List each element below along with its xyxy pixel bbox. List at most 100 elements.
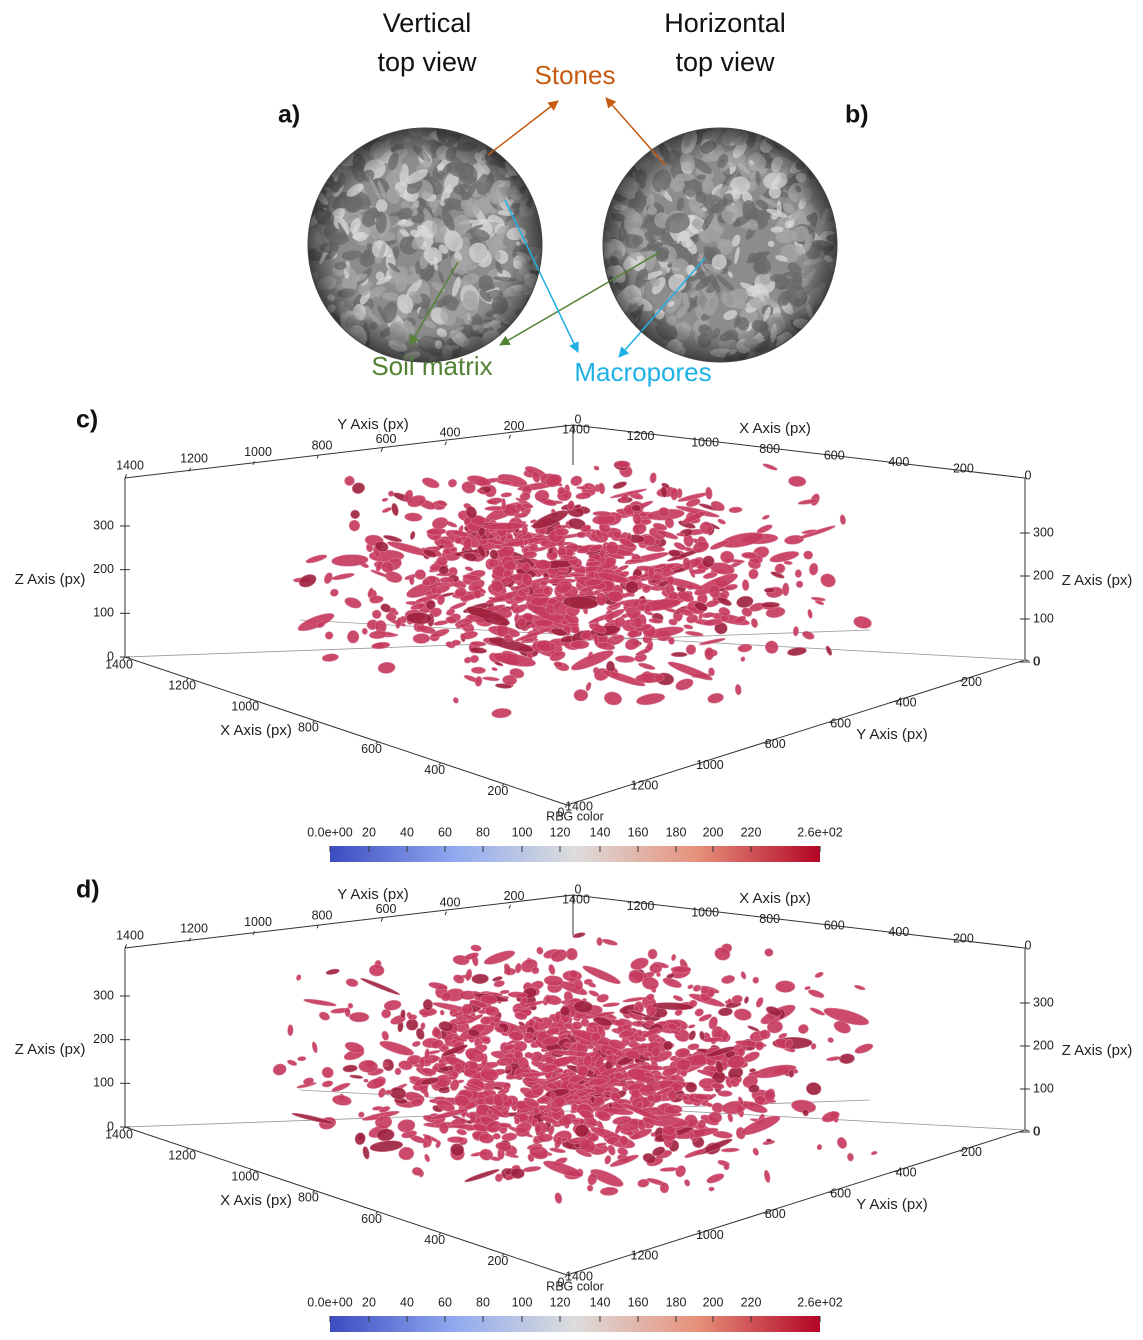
- tick-label: 200: [1033, 1038, 1054, 1052]
- pore: [323, 571, 335, 585]
- pore: [638, 662, 656, 671]
- pore: [683, 1179, 691, 1187]
- axis-title: X Axis (px): [739, 890, 811, 907]
- pore: [586, 1184, 594, 1192]
- pore: [287, 1059, 298, 1067]
- tick-label: 1000: [244, 915, 272, 929]
- pore: [452, 640, 461, 646]
- pore: [503, 561, 516, 571]
- pore: [427, 528, 447, 536]
- pore: [787, 646, 807, 657]
- arrow: [606, 98, 665, 165]
- pore: [649, 472, 657, 483]
- pore: [471, 667, 485, 674]
- tick-label: 1400: [562, 422, 590, 436]
- pore: [362, 628, 368, 635]
- pore: [782, 583, 789, 596]
- tick-label: 300: [1033, 995, 1054, 1009]
- pore: [602, 1002, 619, 1008]
- pore: [752, 977, 759, 984]
- pore: [348, 519, 362, 533]
- axis-title: Z Axis (px): [1062, 572, 1133, 589]
- panel-title: top view: [675, 47, 775, 77]
- pore: [671, 966, 691, 973]
- pore: [487, 497, 503, 505]
- pore: [735, 684, 742, 695]
- pore: [412, 1040, 422, 1047]
- tick-mark: [445, 912, 447, 916]
- pore: [740, 656, 746, 662]
- pore: [612, 480, 627, 490]
- panel-label: c): [76, 406, 98, 434]
- tick-label: 220: [741, 1295, 762, 1309]
- pore: [793, 626, 799, 636]
- pore: [612, 1055, 617, 1061]
- pore: [747, 567, 760, 580]
- pore: [707, 692, 725, 704]
- pore: [311, 1041, 318, 1053]
- pore: [358, 1111, 365, 1118]
- pore: [400, 1009, 405, 1018]
- tick-label: 800: [312, 909, 333, 923]
- tick-label: 0: [107, 1119, 114, 1133]
- pore: [419, 1057, 425, 1068]
- tick-label: 200: [93, 562, 114, 576]
- pore: [636, 691, 666, 706]
- pore: [803, 550, 813, 559]
- panel-title: Vertical: [383, 8, 472, 38]
- pore: [853, 615, 873, 630]
- annotation: Macropores: [574, 357, 711, 387]
- pore: [377, 661, 395, 674]
- pore: [514, 1117, 520, 1124]
- tick-label: 1200: [180, 922, 208, 936]
- tick-mark: [253, 931, 255, 935]
- pore: [687, 1030, 697, 1042]
- vignette: [603, 128, 837, 362]
- pore: [744, 996, 750, 1004]
- tick-mark: [189, 938, 191, 942]
- pore: [555, 528, 569, 536]
- pore: [660, 1167, 678, 1172]
- pore: [305, 553, 328, 565]
- pore: [330, 588, 340, 597]
- tick-label: 1200: [168, 1148, 196, 1162]
- pore: [423, 1153, 430, 1162]
- pore: [737, 643, 752, 653]
- tick-label: 220: [741, 825, 762, 839]
- pore: [733, 1008, 752, 1022]
- tick-label: 1000: [696, 1228, 724, 1242]
- axis-title: X Axis (px): [220, 1192, 292, 1209]
- pore: [764, 588, 775, 593]
- pore: [383, 1062, 389, 1067]
- pore: [347, 630, 359, 643]
- pore: [371, 609, 381, 619]
- tick-label: 1000: [691, 905, 719, 919]
- pore: [358, 1060, 377, 1073]
- tick-label: 600: [830, 1186, 851, 1200]
- pore: [616, 461, 631, 468]
- pore: [479, 1133, 494, 1144]
- pore: [343, 1064, 358, 1072]
- pore: [566, 948, 578, 961]
- tick-label: 600: [361, 1212, 382, 1226]
- pore: [825, 645, 833, 656]
- pore: [414, 569, 426, 580]
- pore: [325, 631, 334, 640]
- panel-label: d): [76, 876, 100, 904]
- pore: [762, 462, 778, 471]
- panel-label: a): [278, 101, 300, 129]
- tick-mark: [509, 905, 511, 909]
- pore: [461, 1004, 472, 1015]
- pore: [585, 682, 592, 692]
- tick-label: 60: [438, 825, 452, 839]
- pore: [409, 531, 415, 540]
- tick-label: 1400: [116, 928, 144, 942]
- axis-title: Y Axis (px): [856, 726, 927, 743]
- pore: [501, 492, 512, 498]
- pore: [674, 677, 695, 693]
- tick-label: 200: [703, 825, 724, 839]
- pore: [344, 1007, 350, 1017]
- pore: [553, 661, 563, 668]
- tick-label: 800: [312, 439, 333, 453]
- pore: [409, 576, 414, 585]
